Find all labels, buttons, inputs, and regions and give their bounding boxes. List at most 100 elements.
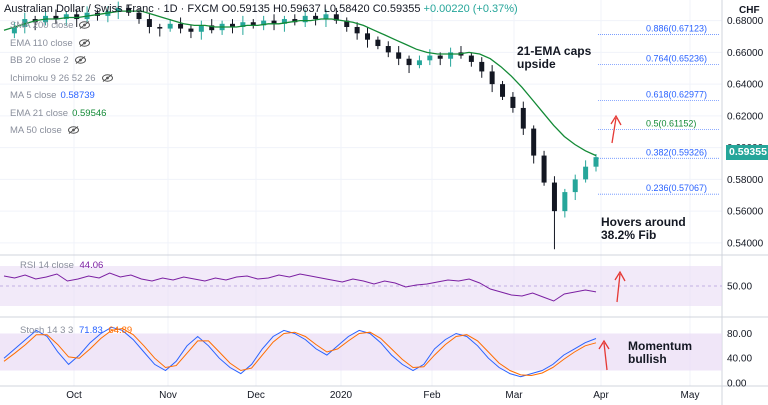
indicator-legend-item[interactable]: EMA 110 close (10, 38, 90, 49)
ohlc-open: O0.59135 (221, 3, 270, 15)
last-price-tag: 0.59355 (726, 145, 768, 160)
stoch-band (0, 333, 722, 371)
candle-body (375, 39, 381, 47)
eye-hidden-icon[interactable] (79, 21, 91, 30)
candle-body (302, 15, 308, 23)
ohlc-high: H0.59637 (273, 3, 321, 15)
candle-body (188, 28, 194, 32)
candle-body (344, 20, 350, 27)
candle-body (437, 55, 443, 59)
candle-body (365, 33, 371, 40)
indicator-legend-item[interactable]: BB 20 close 2 (10, 55, 86, 66)
candle-body (541, 155, 547, 183)
annotation-line: 21-EMA caps (517, 44, 592, 58)
annotation-momentum: Momentum bullish (628, 340, 692, 366)
y-tick-label: 0.56000 (727, 207, 764, 218)
candle-body (468, 55, 474, 62)
candle-body (562, 192, 568, 212)
candle-body (520, 107, 526, 129)
candle-body (167, 23, 173, 29)
indicator-legend-item[interactable]: MA 50 close (10, 125, 79, 136)
arrow-up-icon (611, 117, 617, 144)
candle-body (271, 20, 277, 24)
indicator-label: Ichimoku 9 26 52 26 (10, 72, 96, 84)
candle-body (11, 26, 17, 34)
arrow-head-icon (598, 339, 610, 350)
ohlc-close: C0.59355 (372, 3, 421, 15)
stoch-k-line (3, 326, 597, 378)
fib-level-label: 0.5(0.61152) (646, 118, 696, 128)
currency-label: CHF (739, 5, 760, 16)
candle-body (115, 7, 121, 12)
candle-body (198, 25, 204, 32)
arrow-head-icon (610, 114, 622, 126)
candle-body (136, 12, 142, 20)
indicator-legend-item[interactable]: MA 5 close 0.58739 (10, 90, 95, 101)
candle-body (448, 52, 454, 59)
arrow-up-icon (603, 342, 608, 371)
fib-level-label: 0.886(0.67123) (646, 24, 707, 34)
fib-level-label: 0.764(0.65236) (646, 54, 707, 64)
y-tick-label: 0.68000 (727, 16, 764, 27)
chart-header: Australian Dollar / Swiss Franc · 1D · F… (4, 3, 518, 15)
indicator-label: EMA 21 close (10, 107, 69, 119)
candle-body (406, 58, 412, 66)
candle-body (313, 15, 319, 20)
stoch-y-tick: 40.00 (727, 354, 752, 365)
stoch-legend[interactable]: Stoch 14 3 3 71.83 64.89 (20, 325, 132, 336)
indicator-label: MA 5 close (10, 90, 57, 101)
indicator-legend-item[interactable]: Ichimoku 9 26 52 26 (10, 73, 113, 84)
stoch-y-tick: 0.00 (727, 378, 747, 389)
candle-body (74, 14, 80, 20)
candle-body (593, 157, 599, 167)
annotation-line: Hovers around (601, 215, 686, 229)
indicator-label: SMA 200 close (10, 20, 74, 31)
x-tick-label: Apr (593, 390, 609, 401)
annotation-line: 38.2% Fib (601, 228, 657, 242)
candle-body (292, 19, 298, 23)
ema21-line (3, 10, 597, 157)
candle-body (427, 55, 433, 61)
stoch-y-tick: 80.00 (727, 329, 752, 340)
x-tick-label: 2020 (330, 390, 353, 401)
x-tick-label: Nov (159, 390, 177, 401)
candle-body (333, 14, 339, 21)
candle-body (583, 166, 589, 180)
candle-body (323, 14, 329, 20)
indicator-legend-item[interactable]: EMA 21 close 0.59546 (10, 108, 106, 119)
arrow-up-icon (616, 273, 621, 303)
indicator-legend-item[interactable]: SMA 200 close (10, 20, 91, 31)
stoch-d-line (3, 327, 597, 377)
eye-hidden-icon[interactable] (67, 126, 79, 135)
y-tick-label: 0.64000 (727, 80, 764, 91)
rsi-legend[interactable]: RSI 14 close 44.06 (20, 260, 103, 271)
x-tick-label: Dec (247, 390, 265, 401)
candle-body (209, 25, 215, 31)
annotation-line: Momentum (628, 339, 692, 353)
eye-hidden-icon[interactable] (78, 39, 90, 47)
symbol-title[interactable]: Australian Dollar / Swiss Franc · 1D · F… (4, 3, 219, 15)
candle-body (63, 14, 69, 20)
rsi-label: RSI 14 close (20, 260, 74, 271)
x-tick-label: Mar (505, 390, 523, 401)
candle-body (510, 96, 516, 108)
y-tick-label: 0.54000 (727, 238, 764, 249)
x-tick-label: May (681, 390, 700, 401)
candle-body (489, 71, 495, 85)
eye-hidden-icon[interactable] (101, 74, 113, 82)
y-tick-label: 0.58000 (727, 175, 764, 186)
arrow-head-icon (614, 270, 626, 282)
candle-body (240, 22, 246, 27)
candle-body (572, 179, 578, 193)
candle-body (126, 7, 132, 13)
stoch-label: Stoch 14 3 3 (20, 325, 74, 336)
candle-body (157, 26, 163, 29)
x-tick-label: Feb (423, 390, 441, 401)
fib-level-label: 0.382(0.59326) (646, 147, 707, 157)
indicator-label: EMA 110 close (10, 37, 73, 49)
candles-group (11, 1, 599, 250)
eye-hidden-icon[interactable] (74, 56, 86, 65)
annotation-line: upside (517, 57, 556, 71)
